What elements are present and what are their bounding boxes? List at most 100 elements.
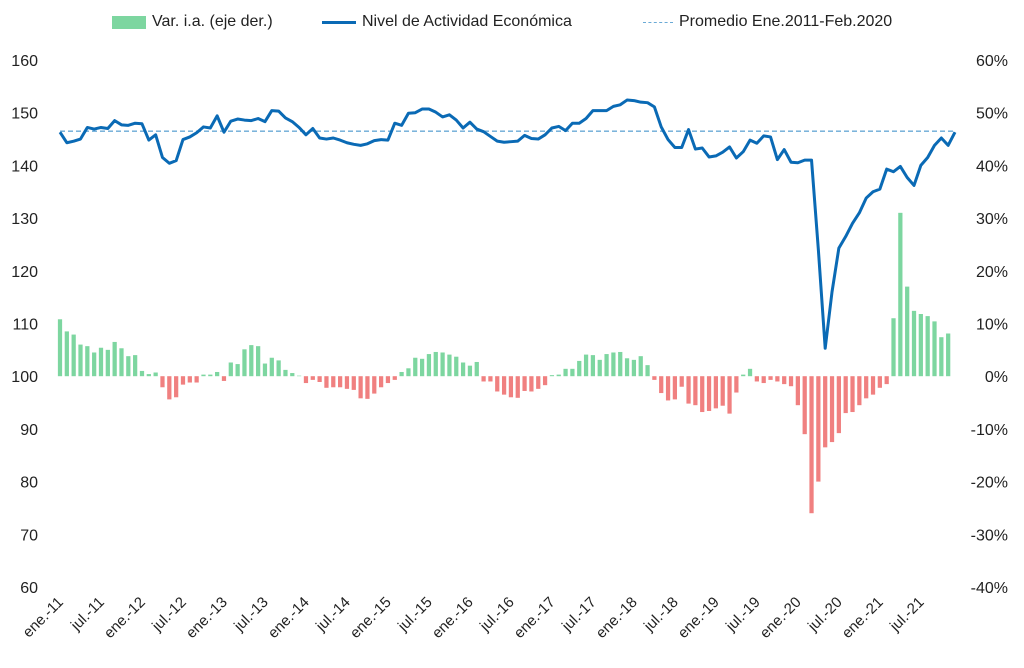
yoy-bar — [741, 374, 746, 377]
legend-item-average: Promedio Ene.2011-Feb.2020 — [643, 13, 892, 31]
x-tick-label: ene.-20 — [757, 594, 805, 642]
yoy-bar — [290, 373, 295, 377]
yoy-bar — [864, 376, 869, 399]
yoy-bar — [583, 354, 589, 377]
yoy-bar — [221, 376, 227, 381]
yoy-bar — [303, 376, 309, 384]
yoy-bar — [160, 376, 165, 388]
yoy-bar — [338, 376, 343, 388]
yoy-bar — [208, 374, 213, 377]
yoy-bar — [597, 359, 602, 377]
yoy-bar — [146, 374, 151, 377]
yoy-bar — [358, 376, 363, 399]
yoy-bar — [139, 370, 145, 377]
yoy-bar — [754, 376, 759, 382]
yoy-bar — [761, 376, 766, 384]
chart-legend: Var. i.a. (eje der.) Nivel de Actividad … — [0, 13, 1024, 35]
yoy-bar — [679, 376, 684, 387]
legend-swatch-line — [322, 20, 356, 24]
yoy-bar — [399, 371, 404, 377]
yoy-bar — [392, 376, 397, 380]
yoy-bar — [242, 349, 247, 377]
yoy-bars — [57, 212, 951, 514]
yoy-bar — [672, 376, 678, 400]
yoy-bar — [112, 341, 117, 377]
yoy-bar — [153, 372, 158, 377]
yoy-bar — [419, 358, 425, 377]
right-tick-label: 20% — [976, 264, 1008, 281]
left-tick-label: 140 — [11, 158, 38, 175]
yoy-bar — [747, 368, 753, 377]
yoy-bar — [85, 346, 90, 377]
yoy-bar — [870, 376, 876, 395]
left-tick-label: 110 — [12, 317, 38, 334]
yoy-bar — [276, 360, 281, 377]
yoy-bar — [324, 376, 329, 388]
yoy-bar — [351, 376, 356, 390]
yoy-bar — [64, 331, 69, 377]
yoy-bar — [235, 364, 240, 377]
yoy-bar — [440, 352, 445, 377]
yoy-bar — [946, 333, 951, 377]
yoy-bar — [898, 212, 903, 377]
legend-label-average: Promedio Ene.2011-Feb.2020 — [679, 13, 893, 30]
yoy-bar — [843, 376, 848, 414]
yoy-bar — [262, 363, 268, 377]
right-tick-label: -20% — [971, 475, 1008, 492]
right-tick-label: 30% — [976, 211, 1008, 228]
right-tick-label: -10% — [971, 422, 1008, 439]
yoy-bar — [180, 376, 186, 385]
yoy-bar — [454, 356, 459, 377]
x-tick-label: ene.-18 — [593, 594, 641, 642]
yoy-bar — [638, 356, 643, 377]
yoy-bar — [884, 376, 889, 385]
yoy-bar — [918, 314, 923, 377]
yoy-bar — [474, 361, 479, 377]
left-tick-label: 130 — [11, 211, 38, 228]
yoy-bar — [57, 319, 63, 377]
yoy-bar — [542, 376, 548, 386]
left-axis: 60 70 80 90 100 110 120 130 140 150 160 — [11, 53, 38, 597]
yoy-bar — [809, 376, 814, 514]
legend-item-line: Nivel de Actividad Económica — [322, 13, 572, 31]
yoy-bar — [570, 368, 575, 377]
yoy-bar — [215, 371, 220, 377]
yoy-bar — [522, 376, 527, 391]
legend-swatch-average — [643, 21, 673, 23]
right-axis: -40% -30% -20% -10% 0% 10% 20% 30% 40% 50% 60% — [971, 53, 1008, 597]
legend-swatch-bars — [112, 15, 146, 29]
yoy-bar — [829, 376, 835, 443]
yoy-bar — [905, 286, 910, 377]
yoy-bar — [426, 354, 432, 377]
left-tick-label: 100 — [11, 369, 38, 386]
right-tick-label: 60% — [976, 53, 1008, 70]
yoy-bar — [768, 376, 773, 380]
x-tick-label: jul.-21 — [886, 594, 928, 636]
yoy-bar — [406, 368, 411, 377]
left-tick-label: 120 — [11, 264, 38, 281]
x-tick-label: ene.-14 — [265, 594, 313, 642]
yoy-bar — [645, 365, 650, 377]
yoy-bar — [939, 337, 944, 377]
yoy-bar — [331, 376, 336, 388]
yoy-bar — [659, 376, 664, 394]
yoy-bar — [433, 351, 438, 377]
yoy-bar — [194, 376, 199, 383]
yoy-bar — [105, 349, 110, 377]
yoy-bar — [713, 376, 718, 409]
yoy-bar — [310, 376, 315, 380]
x-tick-label: ene.-17 — [511, 594, 559, 642]
x-tick-label: ene.-12 — [101, 594, 149, 642]
yoy-bar — [563, 368, 568, 377]
yoy-bar — [126, 356, 131, 377]
yoy-bar — [652, 376, 657, 380]
yoy-bar — [706, 376, 712, 411]
yoy-bar — [372, 376, 377, 394]
right-tick-label: 0% — [985, 369, 1008, 386]
yoy-bar — [481, 376, 486, 382]
yoy-bar — [413, 357, 418, 377]
yoy-bar — [665, 376, 671, 401]
yoy-bar — [911, 310, 917, 377]
left-tick-label: 90 — [20, 422, 38, 439]
yoy-bar — [174, 376, 179, 398]
